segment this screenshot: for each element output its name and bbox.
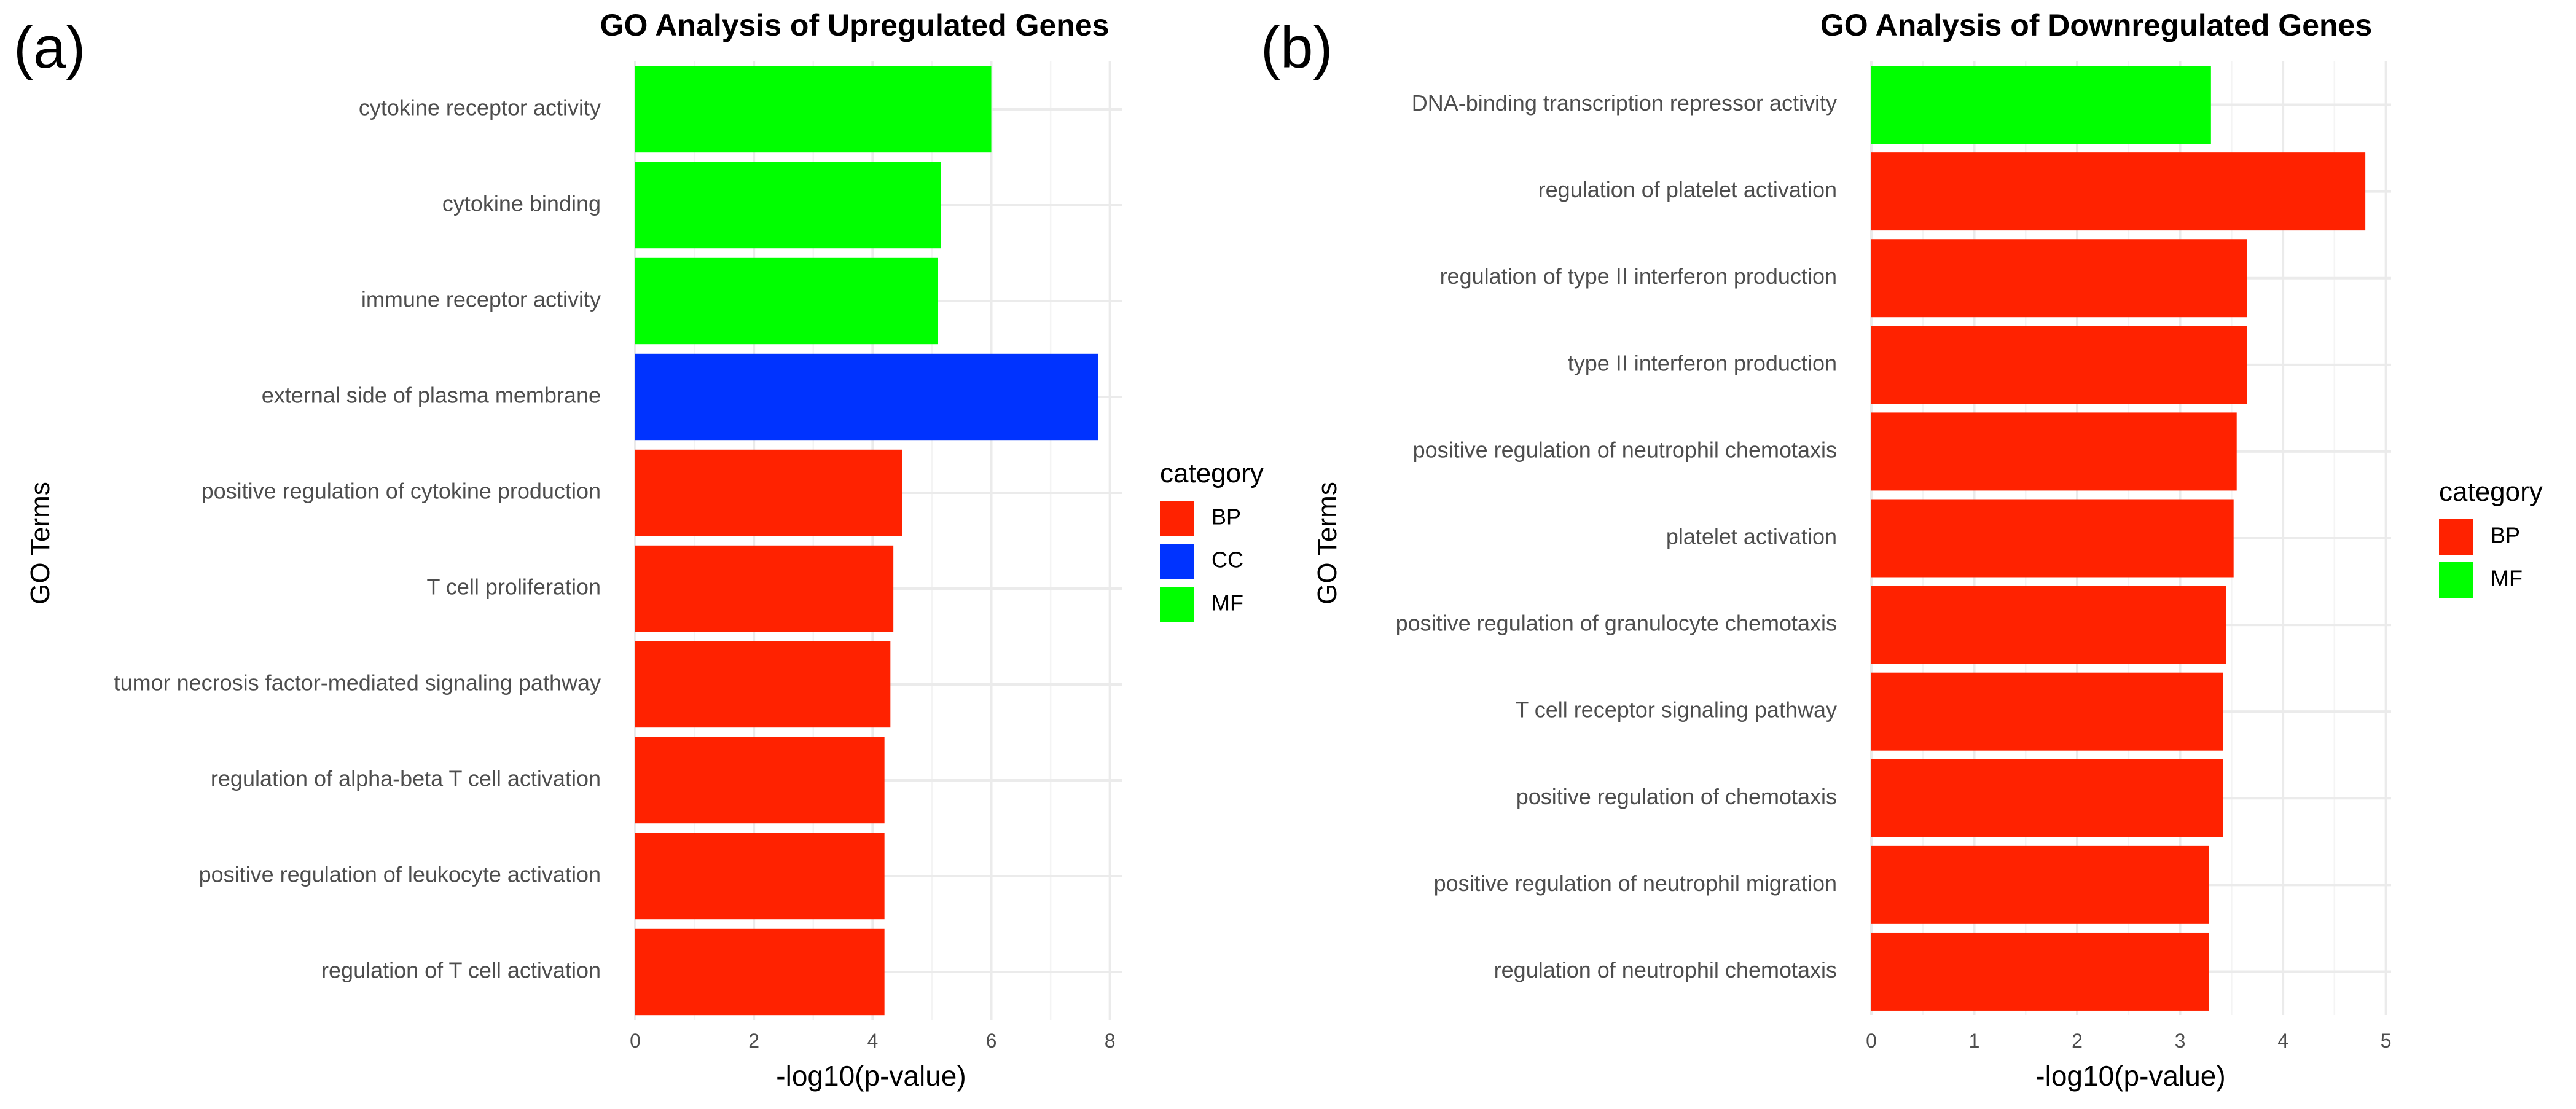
panel-a-x-axis-title: -log10(p-value): [776, 1060, 966, 1092]
panel-a-bar: [635, 833, 885, 920]
panel-b-x-tick-label: 5: [2381, 1030, 2392, 1052]
panel-a-category-labels: cytokine receptor activity cytokine bindi…: [114, 95, 601, 983]
panel-a-category-label: external side of plasma membrane: [262, 383, 601, 408]
panel-b-x-tick-label: 3: [2175, 1030, 2186, 1052]
panel-a-category-label: regulation of T cell activation: [321, 958, 601, 983]
panel-b-legend-key-bp: [2439, 519, 2473, 555]
panel-a-category-label: T cell proliferation: [427, 574, 601, 600]
panel-b-legend-label-mf: MF: [2491, 566, 2523, 591]
panel-b-x-axis-title: -log10(p-value): [2035, 1060, 2225, 1092]
panel-b-x-tick-label: 2: [2072, 1030, 2083, 1052]
panel-b-category-label: positive regulation of chemotaxis: [1516, 784, 1837, 809]
panel-b-bar: [1871, 759, 2223, 837]
panel-a-legend: category BP CC MF: [1160, 458, 1264, 622]
panel-a-bar: [635, 928, 885, 1016]
panel-b-category-label: positive regulation of granulocyte chemo…: [1396, 611, 1837, 636]
panel-b-bar: [1871, 586, 2226, 664]
panel-b-x-tick-label: 0: [1866, 1030, 1877, 1052]
panel-b-category-label: type II interferon production: [1568, 350, 1837, 375]
panel-a-legend-key-bp: [1160, 501, 1194, 536]
panel-a-bar: [635, 353, 1098, 441]
panel-b-category-label: regulation of neutrophil chemotaxis: [1494, 957, 1837, 982]
panel-a-category-label: positive regulation of leukocyte activat…: [199, 862, 601, 887]
panel-b-bar: [1871, 152, 2366, 231]
panel-a-bar: [635, 641, 891, 728]
panel-a-legend-label-cc: CC: [1212, 547, 1243, 573]
panel-b-x-tick-label: 1: [1969, 1030, 1980, 1052]
panel-b-bar: [1871, 499, 2234, 578]
panel-a-x-tick-label: 2: [748, 1030, 759, 1052]
panel-a-label: (a): [14, 15, 85, 80]
panel-b-legend-title: category: [2439, 477, 2543, 507]
panel-b-category-label: T cell receptor signaling pathway: [1515, 697, 1837, 723]
panel-b-bar: [1871, 66, 2211, 144]
panel-a-chart: (a) GO Analysis of Upregulated Genes cyt…: [14, 8, 1264, 1092]
panel-b-category-label: DNA-binding transcription repressor acti…: [1412, 90, 1837, 116]
panel-a-legend-label-mf: MF: [1212, 590, 1243, 616]
panel-b-legend-label-bp: BP: [2491, 523, 2520, 548]
panel-a-bar: [635, 162, 941, 249]
panel-a-bar: [635, 449, 902, 536]
panel-b-category-labels: DNA-binding transcription repressor acti…: [1396, 90, 1837, 982]
panel-a-title: GO Analysis of Upregulated Genes: [600, 8, 1110, 42]
panel-b-bar: [1871, 326, 2247, 404]
panel-b-title: GO Analysis of Downregulated Genes: [1820, 8, 2372, 42]
panel-b-category-label: regulation of platelet activation: [1538, 177, 1837, 202]
panel-a-legend-label-bp: BP: [1212, 504, 1241, 530]
panel-b-y-axis-title: GO Terms: [1312, 482, 1342, 605]
panel-a-bar: [635, 66, 992, 153]
panel-a-bar: [635, 257, 938, 345]
panel-a-bars: [635, 66, 1098, 1016]
panel-b-category-label: platelet activation: [1666, 524, 1837, 549]
panel-b-bar: [1871, 412, 2237, 491]
panel-b-bar: [1871, 932, 2209, 1011]
panel-a-x-tick-label: 0: [630, 1030, 641, 1052]
panel-a-category-label: positive regulation of cytokine producti…: [202, 479, 601, 504]
panel-b-bar: [1871, 672, 2223, 751]
panel-b-x-tick-label: 4: [2277, 1030, 2288, 1052]
panel-a-bar: [635, 737, 885, 824]
panel-a-category-label: cytokine binding: [442, 191, 601, 216]
panel-b-chart: (b) GO Analysis of Downregulated Genes D…: [1261, 8, 2543, 1092]
panel-b-label: (b): [1261, 15, 1333, 80]
panel-a-bar: [635, 545, 894, 632]
panel-a-legend-title: category: [1160, 458, 1264, 488]
panel-a-x-tick-label: 6: [986, 1030, 997, 1052]
panel-a-y-axis-title: GO Terms: [25, 482, 55, 605]
panel-b-category-label: regulation of type II interferon product…: [1440, 264, 1837, 289]
panel-b-bar: [1871, 239, 2247, 318]
panel-a-legend-key-mf: [1160, 587, 1194, 622]
panel-a-category-label: cytokine receptor activity: [359, 95, 601, 120]
panel-a-category-label: immune receptor activity: [361, 287, 601, 312]
panel-b-bars: [1871, 66, 2366, 1011]
panel-b-legend: category BP MF: [2439, 477, 2543, 598]
panel-b-x-ticks: 0 1 2 3 4 5: [1866, 1030, 2391, 1052]
panel-a-category-label: tumor necrosis factor-mediated signaling…: [114, 670, 601, 696]
panel-b-category-label: positive regulation of neutrophil chemot…: [1413, 437, 1837, 462]
panel-a-category-label: regulation of alpha-beta T cell activati…: [211, 766, 601, 791]
panel-a-x-tick-label: 8: [1105, 1030, 1116, 1052]
panel-a-x-tick-label: 4: [867, 1030, 878, 1052]
panel-b-legend-key-mf: [2439, 562, 2473, 598]
panel-a-legend-key-cc: [1160, 544, 1194, 579]
panel-b-bar: [1871, 845, 2209, 924]
panel-b-category-label: positive regulation of neutrophil migrat…: [1434, 871, 1837, 896]
panel-a-x-ticks: 0 2 4 6 8: [630, 1030, 1115, 1052]
